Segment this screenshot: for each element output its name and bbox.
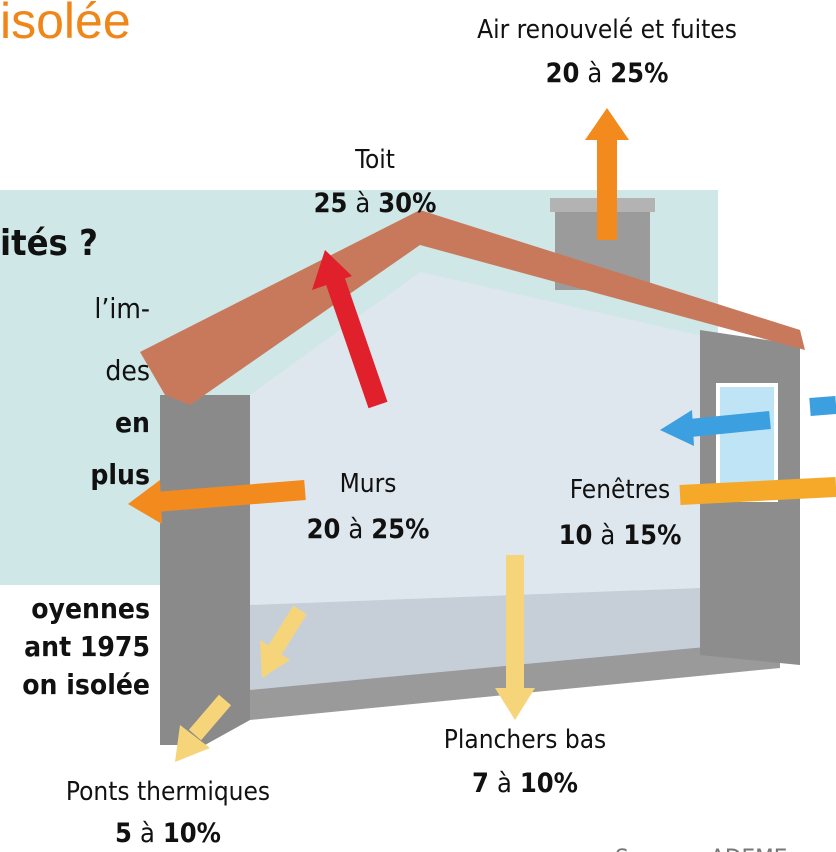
loss-sep: à [355,188,370,219]
loss-high: 25% [371,514,429,545]
arrows [128,108,836,762]
house [140,198,805,745]
loss-high: 10% [163,818,221,849]
loss-label: Fenêtres [570,475,670,505]
loss-low: 20 [307,514,341,545]
loss-sep: à [600,520,615,551]
left-heading: ités ? [0,223,98,264]
left-line: l’im- [94,292,150,325]
loss-label: Murs [340,469,397,499]
loss-label: Ponts thermiques [66,777,270,807]
loss-high: 15% [623,520,681,551]
left-footer-line: oyennes [31,592,150,625]
loss-value: 7 à 10% [472,768,578,799]
title-fragment: isolée [0,0,131,49]
left-line: des [105,354,150,387]
left-line: en [115,406,150,439]
left-line: plus [90,458,150,491]
loss-low: 25 [314,188,348,219]
loss-low: 5 [115,818,132,849]
source: Source : ADEME [615,844,787,852]
loss-high: 10% [520,768,578,799]
loss-sep: à [587,58,602,89]
left-footer-line: on isolée [22,668,150,701]
loss-value: 20 à 25% [546,58,669,89]
loss-high: 25% [610,58,668,89]
loss-label: Planchers bas [444,725,606,755]
loss-value: 5 à 10% [115,818,221,849]
loss-value: 20 à 25% [307,514,430,545]
loss-low: 7 [472,768,489,799]
loss-low: 10 [559,520,593,551]
left-footer-line: ant 1975 [24,630,150,663]
loss-label: Toit [354,145,395,175]
loss-sep: à [140,818,155,849]
loss-value: 10 à 15% [559,520,682,551]
loss-label: Air renouvelé et fuites [477,15,737,45]
loss-sep: à [348,514,363,545]
loss-value: 25 à 30% [314,188,437,219]
loss-high: 30% [378,188,436,219]
loss-sep: à [497,768,512,799]
loss-low: 20 [546,58,580,89]
